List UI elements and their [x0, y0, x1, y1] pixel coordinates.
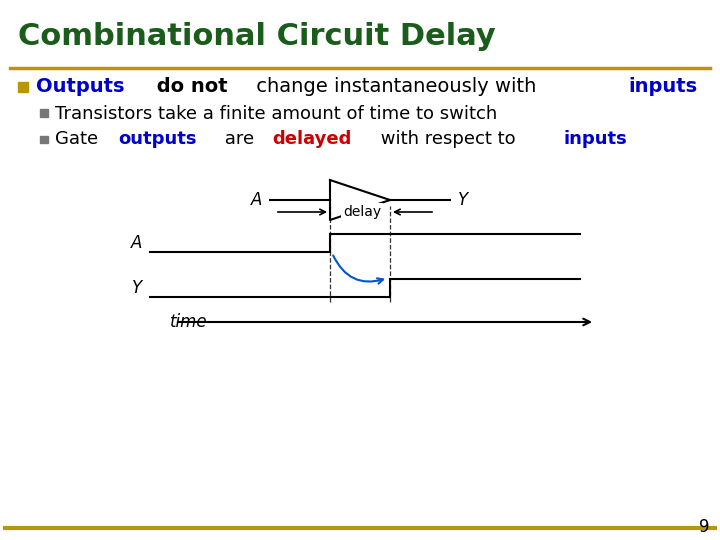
Text: Y: Y — [132, 279, 142, 297]
Text: A: A — [251, 191, 262, 209]
Text: change instantaneously with: change instantaneously with — [251, 77, 543, 96]
Text: A: A — [130, 234, 142, 252]
Text: do not: do not — [150, 77, 228, 96]
Text: Outputs: Outputs — [36, 77, 125, 96]
Text: outputs: outputs — [118, 131, 197, 149]
Text: inputs: inputs — [628, 77, 697, 96]
Text: time: time — [170, 313, 207, 331]
Text: Transistors take a finite amount of time to switch: Transistors take a finite amount of time… — [55, 105, 498, 123]
Text: delay: delay — [343, 205, 381, 219]
Text: with respect to: with respect to — [374, 131, 521, 149]
Bar — [40, 136, 48, 143]
Text: 9: 9 — [700, 518, 710, 536]
Text: Y: Y — [458, 191, 468, 209]
Bar — [40, 110, 48, 117]
Text: Combinational Circuit Delay: Combinational Circuit Delay — [18, 22, 496, 51]
Text: are: are — [220, 131, 260, 149]
Text: Gate: Gate — [55, 131, 104, 149]
Text: inputs: inputs — [563, 131, 627, 149]
Bar — [18, 82, 28, 92]
Text: delayed: delayed — [272, 131, 351, 149]
